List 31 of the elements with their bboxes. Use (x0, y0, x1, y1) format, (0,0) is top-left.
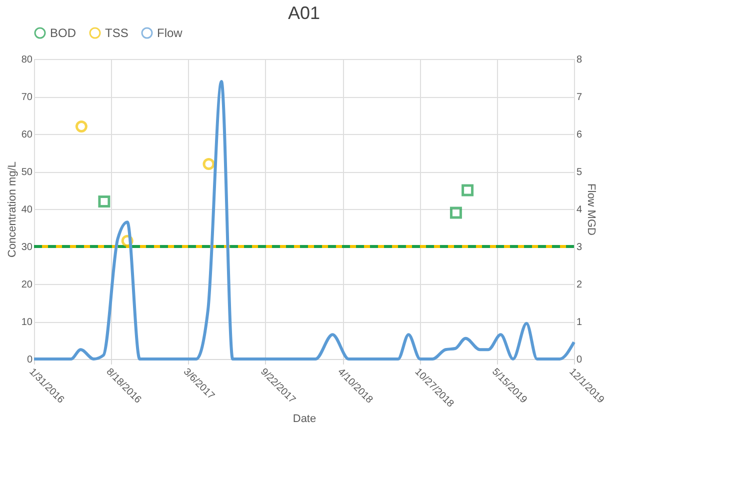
point (202, 158, 215, 170)
y2-axis-title: Flow MGD (585, 184, 598, 236)
y-tick-label: 60 (21, 130, 33, 140)
point (450, 206, 462, 219)
y2-tick-label: 5 (576, 167, 582, 178)
y2-tick-label: 3 (576, 242, 582, 253)
point (462, 184, 474, 196)
y2-tick-label: 2 (576, 280, 582, 290)
y2-tick-label: 4 (576, 204, 582, 216)
y2-tick-label: 7 (576, 92, 582, 103)
y2-tick-label: 1 (576, 317, 582, 328)
y2-tick-label: 0 (576, 354, 582, 366)
x-axis-title: Date (292, 412, 316, 425)
y2-tick-label: 8 (576, 54, 582, 66)
line-series (32, 80, 576, 360)
point (75, 120, 88, 132)
point (98, 196, 110, 208)
y-tick-label: 10 (21, 317, 33, 328)
y2-tick-label: 6 (576, 130, 582, 140)
legend-label: BOD (50, 26, 76, 40)
y-tick-label: 70 (21, 92, 33, 103)
y-axis-title: Concentration mg/L (6, 162, 18, 258)
y-tick-label: 20 (21, 280, 33, 290)
y-tick-label: 80 (21, 54, 33, 66)
y-tick-label: 40 (21, 204, 33, 216)
y-tick-label: 50 (21, 167, 33, 178)
legend-label: TSS (105, 26, 128, 40)
y-tick-label: 30 (21, 242, 33, 253)
legend-label: Flow (157, 26, 183, 40)
chart-title: A01 (288, 3, 320, 23)
y-tick-label: 0 (26, 354, 33, 366)
